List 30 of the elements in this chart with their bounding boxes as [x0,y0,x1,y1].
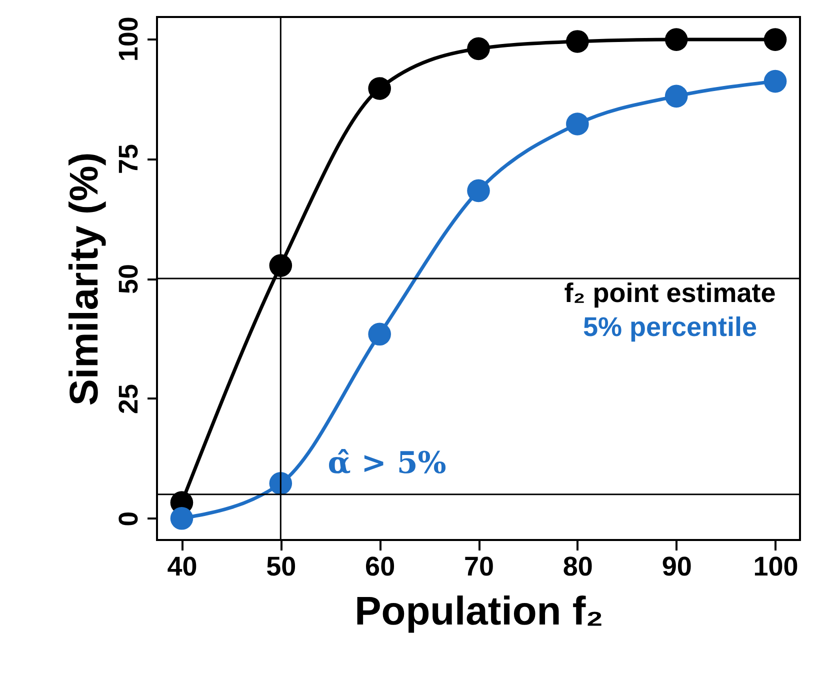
y-axis-title: Similarity (%) [62,152,106,406]
point [368,322,391,346]
x-axis-title: Population f₂ [354,590,604,634]
x-tick-label: 50 [266,552,296,582]
y-tick-label: 50 [114,264,144,294]
x-tick-label: 60 [365,552,396,582]
point [269,472,292,495]
y-tick-label: 75 [114,144,144,174]
point [170,507,194,530]
x-tick-label: 70 [464,552,494,582]
x-tick-label: 90 [662,552,692,582]
point [764,70,787,93]
point [566,112,589,136]
x-tick-label: 80 [562,552,593,582]
point [269,254,292,277]
point [467,37,490,60]
point [467,179,490,202]
text: 5% percentile [582,312,758,342]
point [566,30,589,53]
point [368,77,391,100]
x-tick-label: 40 [167,552,198,582]
annotation: α̂ > 5% [328,446,446,481]
y-tick-label: 100 [114,16,144,62]
x-tick-label: 100 [753,552,798,582]
point [664,28,688,51]
y-tick-label: 25 [114,384,144,414]
point [664,84,688,108]
point [764,28,787,51]
text: f₂ point estimate [564,278,776,308]
y-tick-label: 0 [114,511,144,526]
